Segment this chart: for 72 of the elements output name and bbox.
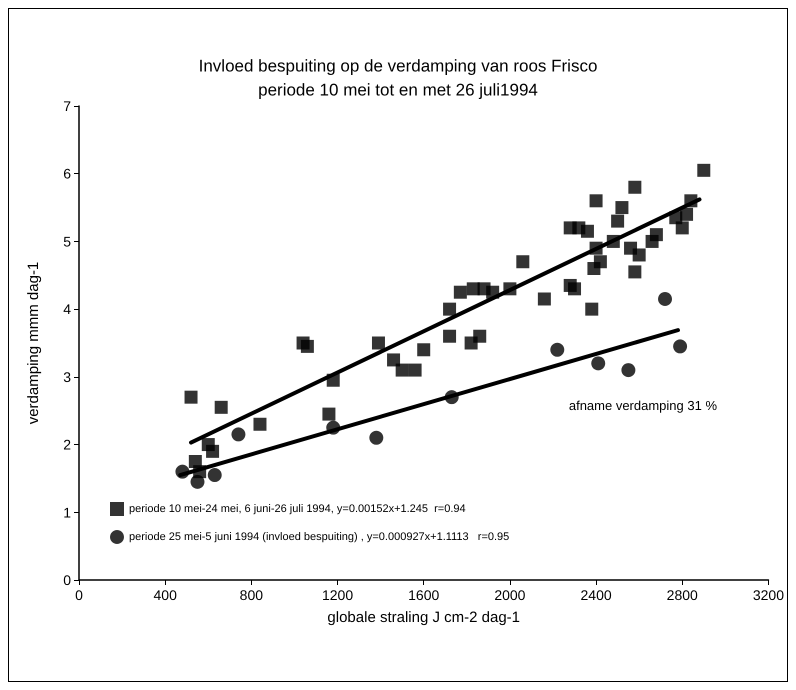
point (650, 228, 663, 242)
point (454, 286, 467, 299)
point (680, 208, 694, 221)
point (684, 194, 698, 208)
point (590, 194, 603, 208)
legend-label: periode 25 mei-5 juni 1994 (invloed bespuiting) , y=0.000927x+1.1113 r=0.95 (129, 531, 510, 543)
point (503, 282, 516, 296)
point (585, 302, 598, 316)
point (615, 201, 628, 214)
point (208, 468, 222, 482)
point (190, 474, 204, 489)
point (550, 342, 564, 357)
legend-label: periode 10 mei-24 mei, 6 juni-26 juli 1994, y=0.00152x+1.245 r=0.94 (129, 503, 466, 515)
point (473, 330, 486, 343)
point (590, 242, 603, 255)
point (606, 234, 620, 248)
point (591, 356, 606, 370)
point (231, 427, 246, 442)
point (444, 390, 459, 404)
x-tick-label: 1200 (322, 587, 354, 603)
point (658, 292, 672, 306)
point (516, 255, 530, 268)
point (611, 214, 624, 228)
point (326, 374, 340, 387)
y-tick-label: 7 (63, 98, 72, 114)
y-tick-label: 3 (63, 368, 72, 385)
x-axis-title: globale straling J cm-2 dag-1 (327, 609, 520, 626)
point (326, 420, 340, 435)
point (580, 224, 594, 238)
point (417, 343, 430, 356)
point (697, 164, 710, 177)
x-tick-label: 2000 (494, 587, 526, 603)
point (486, 286, 500, 299)
point (372, 336, 385, 350)
x-tick-label: 0 (75, 587, 84, 603)
point (673, 339, 688, 354)
chart-title: Invloed bespuiting op de verdamping van roos Frisco periode 10 mei tot en met 26 juli1994 (198, 56, 598, 100)
x-tick-label: 1600 (408, 587, 440, 603)
point (214, 400, 228, 414)
point (369, 430, 384, 445)
point (676, 221, 689, 234)
point (538, 292, 551, 306)
point (408, 364, 422, 377)
point (387, 353, 400, 366)
y-tick-label: 0 (63, 572, 72, 588)
point (206, 444, 220, 458)
point (443, 302, 456, 316)
y-tick-label: 4 (63, 301, 72, 318)
point (621, 363, 636, 378)
point (300, 340, 314, 353)
point (175, 464, 190, 479)
point (594, 255, 607, 268)
annotation: afname verdamping 31 % (568, 398, 718, 413)
x-tick-label: 800 (240, 587, 264, 603)
x-tick-label: 2400 (580, 587, 612, 603)
y-tick-label: 6 (63, 166, 72, 182)
y-tick-label: 2 (63, 436, 72, 453)
point (628, 180, 642, 194)
point (568, 282, 582, 296)
point (396, 364, 409, 377)
x-tick-label: 3200 (752, 587, 784, 603)
y-tick-label: 1 (63, 504, 72, 520)
point (184, 390, 198, 404)
point (322, 408, 336, 421)
point (628, 265, 642, 278)
y-tick-label: 5 (63, 233, 72, 250)
x-tick-label: 2800 (666, 587, 698, 603)
x-tick-label: 400 (154, 587, 178, 603)
point (632, 248, 646, 262)
y-axis-title: verdamping mmm dag-1 (25, 262, 42, 424)
point (443, 330, 456, 343)
point (253, 418, 266, 431)
